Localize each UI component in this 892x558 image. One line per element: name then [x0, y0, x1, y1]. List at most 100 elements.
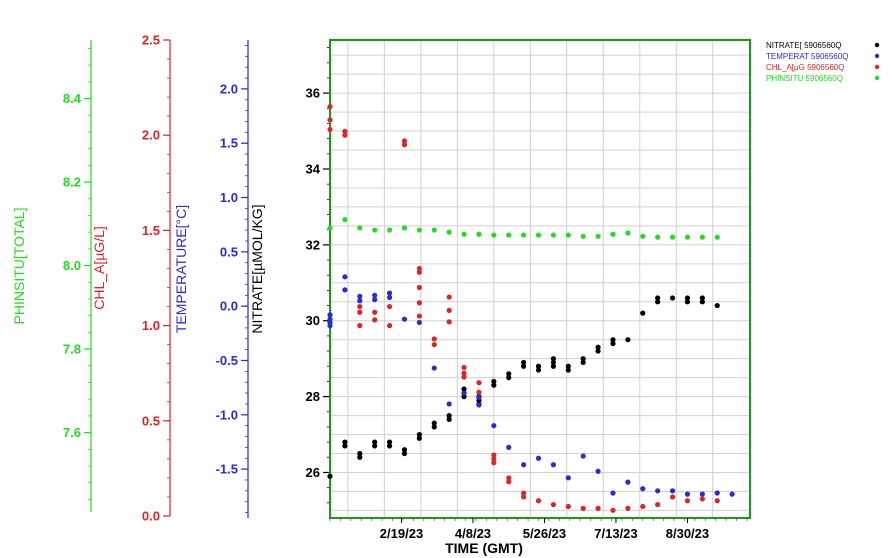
data-point [386, 439, 393, 445]
data-point [357, 454, 363, 460]
data-point [521, 490, 527, 496]
data-point [491, 456, 497, 462]
legend-entry: NITRATE[ 5906560Q [766, 41, 841, 50]
y-axis-title: TEMPERATURE[°C] [173, 205, 189, 333]
x-axis-title: TIME (GMT) [445, 540, 523, 556]
data-point [550, 356, 557, 362]
data-point [401, 138, 408, 144]
data-point [446, 401, 452, 407]
series-chl [327, 104, 720, 513]
legend-entry: PHINSITU 5906560Q [766, 74, 843, 83]
data-point [640, 233, 646, 239]
data-point [357, 450, 363, 457]
data-point [684, 234, 691, 240]
data-point [461, 231, 467, 237]
data-point [461, 386, 467, 392]
y-tick-label: 7.6 [63, 425, 81, 440]
data-point [565, 363, 571, 369]
y-axis-temperature: -1.5 -1.0 -0.5 0.0 0.5 1.0 1.5 2.0 TEMPERATURE[°… [173, 40, 249, 518]
data-point [476, 389, 482, 395]
data-point [327, 473, 333, 479]
data-point [610, 507, 616, 513]
data-point [357, 323, 363, 329]
data-point [655, 488, 661, 494]
data-point [506, 479, 512, 485]
data-point [506, 375, 512, 381]
data-point [580, 356, 586, 362]
y-axis-title: PHINSITU[TOTAL] [11, 208, 27, 325]
data-point [565, 475, 571, 481]
data-point [446, 416, 452, 422]
y-tick-label: 28 [306, 389, 320, 404]
plot-area: 2/19/23 4/8/23 5/26/23 7/13/23 8/30/23 [327, 39, 751, 541]
data-point [595, 505, 601, 511]
data-point [401, 225, 408, 231]
data-point [386, 303, 393, 310]
data-point [535, 498, 542, 504]
data-point [580, 505, 586, 511]
y-axis-ph: 7.6 7.8 8.0 8.2 8.4 PHINSITU[TOTAL] [11, 40, 92, 512]
series-nitrate [327, 295, 720, 479]
data-point [655, 295, 661, 301]
data-point [461, 364, 467, 371]
data-point [342, 287, 348, 293]
series-ph [327, 217, 720, 240]
data-point [506, 371, 512, 377]
data-point [729, 491, 735, 497]
x-tick-label: 8/30/23 [666, 526, 709, 541]
data-point [357, 309, 363, 315]
legend-marker [874, 75, 880, 81]
data-point [625, 479, 631, 485]
data-point [595, 348, 601, 354]
data-point [506, 444, 512, 450]
data-point [401, 316, 408, 322]
data-point [491, 423, 497, 429]
y-tick-label: 0.0 [142, 509, 160, 524]
data-point [595, 233, 601, 239]
data-point [416, 265, 422, 272]
data-point [431, 424, 437, 430]
x-tick-label: 4/8/23 [455, 526, 491, 541]
data-point [699, 234, 705, 240]
y-tick-label: -1.5 [216, 462, 238, 477]
data-point [416, 284, 422, 291]
data-point [386, 227, 393, 233]
data-point [535, 363, 542, 369]
y-tick-label: 36 [306, 86, 320, 101]
data-point [416, 313, 422, 319]
data-point [506, 475, 512, 481]
data-point [372, 309, 378, 315]
data-point [565, 503, 571, 510]
data-point [640, 486, 646, 492]
data-point [684, 295, 691, 301]
data-point [357, 225, 363, 231]
data-point [550, 501, 557, 508]
data-point [580, 453, 586, 459]
data-point [625, 337, 631, 343]
data-point [580, 233, 586, 239]
data-point [372, 292, 378, 298]
data-point [386, 290, 393, 296]
y-tick-label: 1.0 [220, 190, 238, 205]
y-tick-label: 8.4 [63, 91, 82, 106]
data-point [431, 342, 437, 348]
data-point [342, 274, 348, 280]
data-point [372, 317, 378, 323]
data-point [521, 494, 527, 500]
data-point [699, 295, 705, 301]
data-point [625, 230, 631, 236]
data-point [714, 302, 720, 309]
y-tick-label: 30 [306, 313, 320, 328]
data-point [610, 490, 616, 496]
data-point [565, 232, 571, 238]
data-point [550, 232, 557, 238]
y-tick-label: 1.0 [142, 318, 160, 333]
y-axis-chl: 0.0 0.5 1.0 1.5 2.0 2.5 CHL_A[µG/L] [91, 33, 171, 524]
legend-marker [874, 42, 880, 48]
legend: NITRATE[ 5906560Q TEMPERAT 5906560Q CHL_A[… [766, 41, 880, 83]
y-tick-label: 0.5 [220, 244, 238, 259]
data-point [446, 307, 452, 313]
data-point [655, 501, 661, 508]
data-point [342, 128, 348, 134]
